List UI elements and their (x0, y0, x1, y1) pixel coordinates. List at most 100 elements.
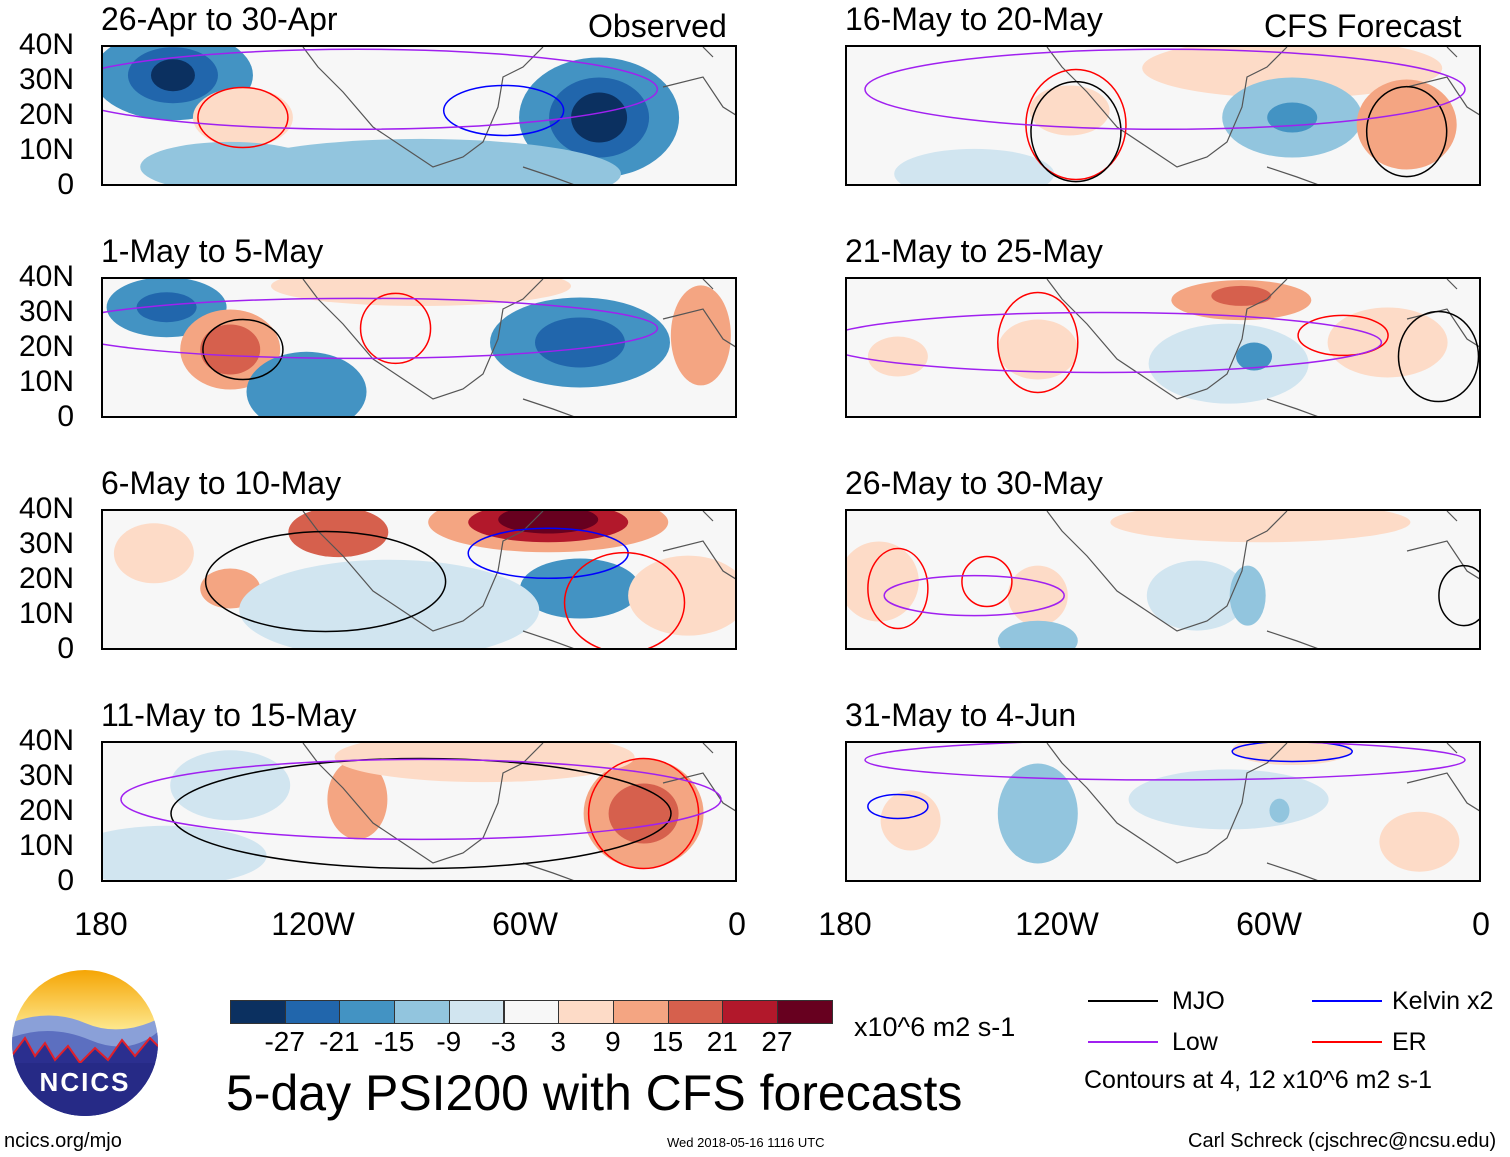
observed-label: Observed (588, 8, 727, 44)
contour-line (867, 547, 929, 630)
lon-tick-label: 180 (818, 906, 872, 942)
contour-line (359, 292, 432, 365)
colorbar-swatch (667, 1000, 724, 1024)
lat-tick-label: 10N (18, 829, 74, 862)
lon-tick-label: 120W (271, 906, 355, 942)
colorbar-swatch (230, 1000, 286, 1024)
lat-tick-label: 30N (18, 527, 74, 560)
colorbar-units: x10^6 m2 s-1 (854, 1012, 1016, 1042)
panel-title: 1-May to 5-May (101, 233, 324, 269)
psi-anomaly-shading (1327, 307, 1448, 378)
contour-line (442, 84, 565, 137)
lat-tick-label: 30N (18, 63, 74, 96)
lon-tick-label: 60W (492, 906, 558, 942)
footer-author: Carl Schreck (cjschrec@ncsu.edu) (1188, 1130, 1497, 1152)
coastline (1046, 743, 1479, 880)
lat-tick-label: 20N (18, 98, 74, 131)
colorbar-swatch (558, 1000, 614, 1024)
psi-anomaly-shading (1379, 811, 1460, 872)
lat-tick-label: 30N (18, 295, 74, 328)
contour-line (883, 574, 1065, 617)
panel-title: 11-May to 15-May (101, 697, 357, 733)
contour-line (197, 86, 289, 149)
contour-line (1231, 743, 1353, 763)
panel-title: 16-May to 20-May (845, 1, 1103, 37)
coastline (302, 743, 735, 880)
psi-anomaly-shading (997, 620, 1078, 648)
lat-tick-label: 10N (18, 133, 74, 166)
contour-line (204, 530, 447, 633)
coastline (302, 279, 735, 416)
contour-line (867, 793, 929, 820)
colorbar-swatch (503, 1000, 560, 1024)
lat-tick-label: 40N (18, 492, 74, 525)
panel-title: 31-May to 4-Jun (845, 697, 1077, 733)
lon-tick-label: 0 (1472, 906, 1490, 942)
psi-anomaly-shading (670, 285, 731, 386)
contour-line (864, 743, 1466, 781)
contour-line (961, 555, 1013, 608)
psi-anomaly-shading (170, 750, 291, 821)
lat-tick-label: 10N (18, 597, 74, 630)
map-panel-forecast (845, 45, 1481, 186)
coastline (302, 47, 735, 184)
svg-text:NCICS: NCICS (40, 1067, 131, 1097)
map-panel-forecast (845, 509, 1481, 650)
psi-anomaly-shading (867, 336, 928, 377)
psi-anomaly-shading (1236, 342, 1273, 371)
psi-anomaly-shading (1211, 285, 1272, 306)
lon-tick-label: 120W (1015, 906, 1099, 942)
map-panel-observed (101, 45, 737, 186)
mjo-line-swatch (1088, 1000, 1158, 1002)
colorbar-swatch (722, 1000, 778, 1024)
colorbar-swatch (777, 1000, 833, 1024)
map-panel-forecast (845, 277, 1481, 418)
colorbar-label: -9 (436, 1026, 462, 1057)
colorbar-label: -3 (491, 1026, 516, 1057)
psi-anomaly-shading (1007, 565, 1068, 626)
footer-url[interactable]: ncics.org/mjo (4, 1130, 122, 1152)
psi-anomaly-shading (136, 292, 197, 323)
map-panel-observed (101, 741, 737, 882)
psi-anomaly-shading (1269, 798, 1290, 823)
psi-anomaly-shading (847, 541, 919, 622)
psi-anomaly-shading (113, 523, 194, 584)
lon-tick-label: 180 (74, 906, 128, 942)
contour-line (103, 48, 659, 131)
contour-line (997, 291, 1079, 394)
lon-tick-label: 0 (728, 906, 746, 942)
contour-line (1438, 564, 1479, 627)
psi-anomaly-shading (997, 319, 1078, 380)
psi-anomaly-shading (288, 511, 389, 558)
psi-anomaly-shading (192, 87, 293, 148)
psi-anomaly-shading (221, 138, 621, 184)
contour-line (170, 757, 672, 870)
lon-tick-label: 60W (1236, 906, 1302, 942)
psi-anomaly-shading (1267, 102, 1318, 133)
colorbar-label: 3 (550, 1026, 566, 1057)
psi-anomaly-shading (103, 825, 267, 880)
colorbar-label: -21 (319, 1026, 360, 1057)
low-line-swatch (1088, 1041, 1158, 1043)
lat-tick-label: 20N (18, 562, 74, 595)
psi-anomaly-shading (997, 763, 1078, 864)
lat-tick-label: 0 (57, 632, 74, 665)
colorbar-swatch (394, 1000, 450, 1024)
psi-anomaly-shading (535, 317, 625, 368)
legend-mjo: MJO (1172, 987, 1225, 1015)
legend-kelvin: Kelvin x2 (1392, 987, 1494, 1015)
contour-line (563, 551, 686, 648)
lat-tick-label: 20N (18, 330, 74, 363)
lat-tick-label: 40N (18, 724, 74, 757)
lat-tick-label: 30N (18, 759, 74, 792)
cfs-forecast-label: CFS Forecast (1264, 8, 1462, 44)
lat-tick-label: 0 (57, 400, 74, 433)
contour-line (864, 48, 1466, 131)
psi-anomaly-shading (498, 511, 599, 534)
figure-title: 5-day PSI200 with CFS forecasts (226, 1065, 963, 1121)
map-panel-forecast (845, 741, 1481, 882)
lat-tick-label: 20N (18, 794, 74, 827)
lat-tick-label: 0 (57, 168, 74, 201)
panel-title: 26-Apr to 30-Apr (101, 1, 338, 37)
psi-anomaly-shading (200, 324, 261, 375)
